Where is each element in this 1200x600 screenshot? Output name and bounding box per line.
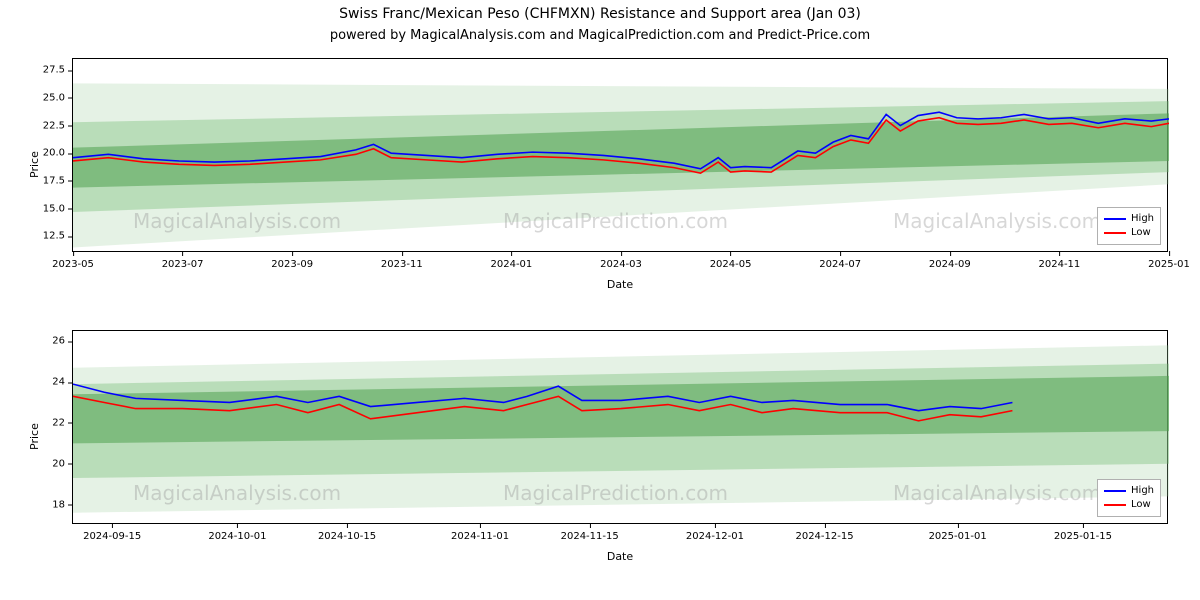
legend-swatch-low: [1104, 232, 1126, 234]
legend-item-high: High: [1104, 212, 1154, 226]
x-axis-label: Date: [72, 278, 1168, 291]
chart-title: Swiss Franc/Mexican Peso (CHFMXN) Resist…: [0, 6, 1200, 22]
x-tick-label: 2024-03: [600, 251, 642, 270]
x-tick-label: 2025-01: [1148, 251, 1190, 270]
x-tick-label: 2025-01-01: [929, 523, 987, 542]
x-tick-label: 2024-07: [819, 251, 861, 270]
y-tick-label: 27.5: [43, 65, 73, 76]
x-tick-label: 2024-09: [929, 251, 971, 270]
x-tick-label: 2024-01: [490, 251, 532, 270]
y-tick-label: 26: [52, 336, 73, 347]
y-tick-label: 20: [52, 458, 73, 469]
chart-subtitle: powered by MagicalAnalysis.com and Magic…: [0, 28, 1200, 43]
x-axis-label: Date: [72, 550, 1168, 563]
y-axis-label: Price: [28, 151, 41, 178]
y-tick-label: 12.5: [43, 231, 73, 242]
x-tick-label: 2024-10-15: [318, 523, 376, 542]
y-tick-label: 15.0: [43, 203, 73, 214]
legend-label: Low: [1131, 226, 1151, 240]
x-tick-label: 2024-09-15: [83, 523, 141, 542]
x-tick-label: 2024-11: [1038, 251, 1080, 270]
top-chart-svg: [73, 59, 1169, 253]
legend-swatch-high: [1104, 490, 1126, 492]
top-chart-panel: MagicalAnalysis.com MagicalPrediction.co…: [72, 58, 1168, 252]
legend-item-low: Low: [1104, 498, 1154, 512]
y-tick-label: 17.5: [43, 175, 73, 186]
y-tick-label: 25.0: [43, 92, 73, 103]
x-tick-label: 2023-11: [381, 251, 423, 270]
x-tick-label: 2024-12-01: [686, 523, 744, 542]
legend: High Low: [1097, 207, 1161, 245]
legend-label: Low: [1131, 498, 1151, 512]
x-tick-label: 2024-11-15: [561, 523, 619, 542]
x-tick-label: 2024-11-01: [451, 523, 509, 542]
x-tick-label: 2025-01-15: [1054, 523, 1112, 542]
legend-swatch-high: [1104, 218, 1126, 220]
y-tick-label: 20.0: [43, 148, 73, 159]
legend-label: High: [1131, 212, 1154, 226]
x-tick-label: 2023-09: [271, 251, 313, 270]
y-tick-label: 18: [52, 499, 73, 510]
bottom-chart-panel: MagicalAnalysis.com MagicalPrediction.co…: [72, 330, 1168, 524]
x-tick-label: 2023-05: [52, 251, 94, 270]
x-tick-label: 2024-12-15: [795, 523, 853, 542]
legend: High Low: [1097, 479, 1161, 517]
x-tick-label: 2023-07: [162, 251, 204, 270]
y-tick-label: 24: [52, 377, 73, 388]
y-tick-label: 22: [52, 417, 73, 428]
y-axis-label: Price: [28, 423, 41, 450]
x-tick-label: 2024-10-01: [208, 523, 266, 542]
y-tick-label: 22.5: [43, 120, 73, 131]
bottom-chart-svg: [73, 331, 1169, 525]
figure: Swiss Franc/Mexican Peso (CHFMXN) Resist…: [0, 0, 1200, 600]
legend-item-high: High: [1104, 484, 1154, 498]
legend-item-low: Low: [1104, 226, 1154, 240]
x-tick-label: 2024-05: [710, 251, 752, 270]
legend-label: High: [1131, 484, 1154, 498]
legend-swatch-low: [1104, 504, 1126, 506]
